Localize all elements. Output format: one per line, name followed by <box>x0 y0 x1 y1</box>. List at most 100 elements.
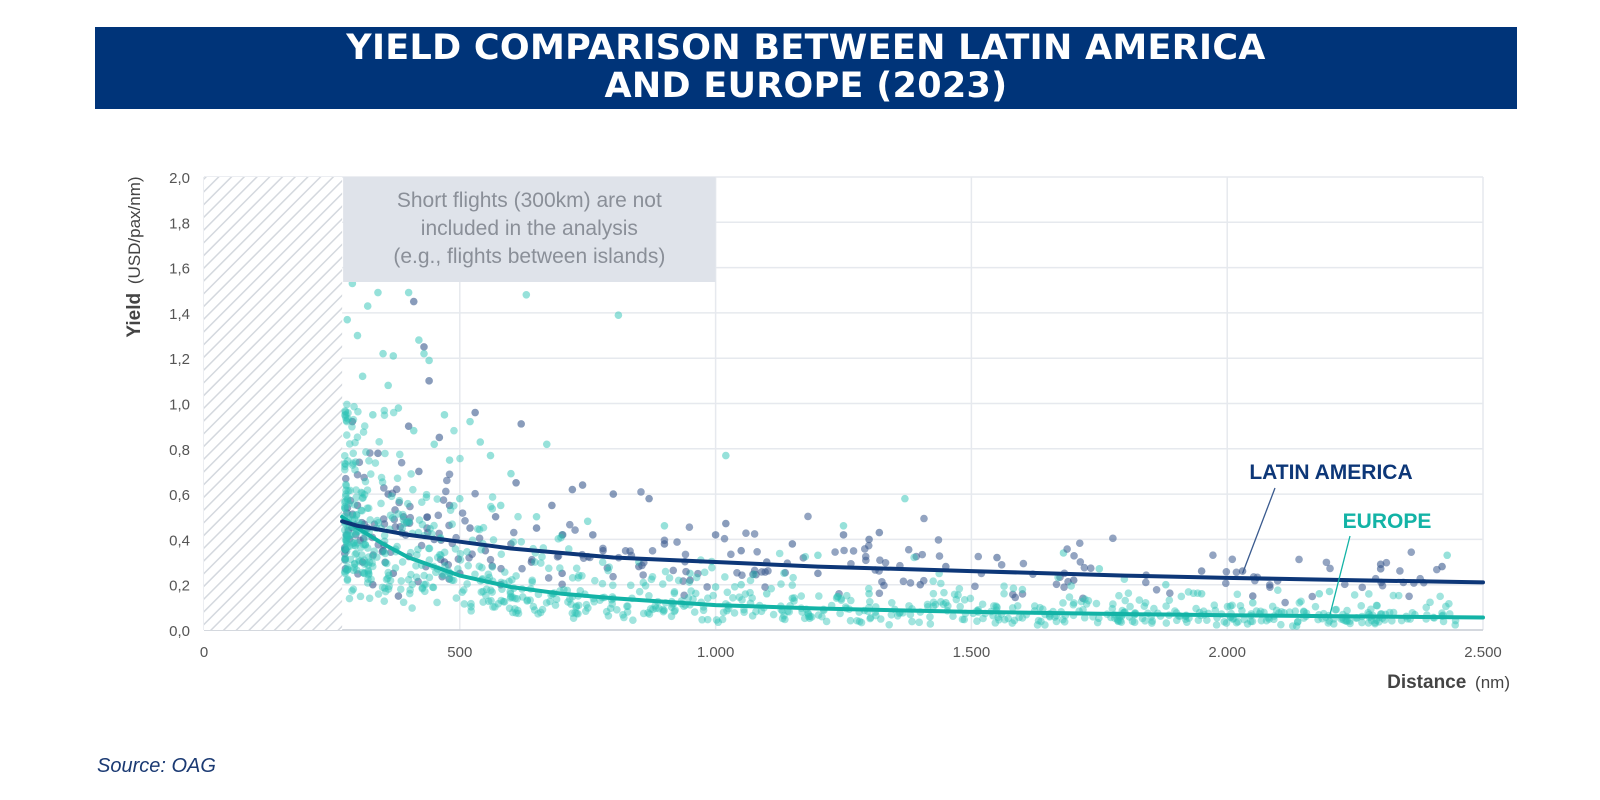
europe-point <box>564 545 573 553</box>
latin-america-point <box>899 577 908 586</box>
europe-point <box>406 586 414 594</box>
europe-point <box>1181 615 1190 624</box>
europe-point <box>471 570 479 579</box>
europe-point <box>379 349 387 358</box>
latin-america-point <box>831 548 839 556</box>
latin-america-point <box>1221 579 1230 588</box>
europe-point <box>1094 614 1103 623</box>
europe-point <box>730 609 739 617</box>
europe-point <box>456 494 464 503</box>
latin-america-point <box>438 572 446 581</box>
europe-point <box>407 470 415 478</box>
latin-america-point <box>458 509 467 517</box>
europe-point <box>684 594 693 602</box>
europe-point <box>1069 600 1078 609</box>
europe-point <box>560 586 568 594</box>
europe-point <box>343 565 352 574</box>
latin-america-point <box>345 535 354 543</box>
latin-america-point <box>645 494 653 503</box>
latin-america-point <box>439 496 448 504</box>
latin-america-point <box>548 501 556 510</box>
latin-america-point <box>1281 598 1289 607</box>
europe-point <box>556 564 564 572</box>
europe-point <box>1332 605 1341 614</box>
europe-point <box>574 609 582 618</box>
europe-point <box>814 611 823 619</box>
europe-point <box>703 594 712 602</box>
europe-point <box>439 571 448 580</box>
europe-point <box>887 610 896 619</box>
europe-point <box>1315 589 1324 598</box>
europe-point <box>646 605 655 613</box>
latin-america-point <box>471 408 479 417</box>
europe-point <box>1247 617 1255 626</box>
europe-point <box>382 575 391 584</box>
note-line-3: (e.g., flights between islands) <box>393 245 665 268</box>
europe-point <box>342 536 351 545</box>
europe-point <box>348 587 356 595</box>
latin-america-point <box>906 579 915 587</box>
europe-point <box>478 563 486 572</box>
europe-point <box>1140 602 1149 610</box>
europe-point <box>341 459 349 468</box>
europe-point <box>780 611 788 620</box>
europe-point <box>691 589 700 598</box>
latin-america-point <box>835 589 843 598</box>
latin-america-point <box>935 552 944 560</box>
europe-point <box>949 612 957 621</box>
europe-point <box>568 574 577 582</box>
europe-point <box>542 440 551 449</box>
latin-america-point <box>680 591 688 600</box>
latin-america-point <box>703 583 711 591</box>
europe-point <box>1150 604 1158 613</box>
latin-america-point <box>370 520 379 528</box>
latin-america-point <box>1079 594 1087 603</box>
europe-point <box>1070 599 1078 607</box>
europe-point <box>342 480 350 489</box>
latin-america-point <box>425 377 433 385</box>
europe-point <box>353 433 362 441</box>
europe-point <box>407 570 415 579</box>
europe-point <box>364 561 373 569</box>
europe-point <box>1109 600 1117 608</box>
europe-point <box>1095 565 1104 573</box>
europe-point <box>408 604 416 612</box>
europe-point <box>730 583 739 591</box>
europe-point <box>393 474 402 483</box>
europe-point <box>458 588 466 597</box>
latin-america-point <box>904 545 913 554</box>
europe-point <box>1228 601 1236 610</box>
europe-point <box>341 460 350 469</box>
europe-point <box>647 575 656 584</box>
latin-america-point <box>497 564 505 573</box>
europe-point <box>993 603 1001 612</box>
europe-point <box>598 558 607 567</box>
europe-point <box>341 462 349 471</box>
europe-point <box>497 550 506 559</box>
europe-point <box>1015 613 1023 622</box>
europe-point <box>1092 599 1101 608</box>
europe-point <box>1110 614 1119 623</box>
europe-point <box>1350 591 1359 599</box>
europe-point <box>950 590 959 599</box>
europe-point <box>1364 619 1373 627</box>
europe-point <box>1426 598 1434 607</box>
europe-point <box>781 615 789 624</box>
europe-point <box>797 592 806 600</box>
europe-point <box>887 598 896 607</box>
europe-point <box>343 576 352 585</box>
europe-point <box>404 288 413 297</box>
europe-point <box>382 559 391 568</box>
europe-point <box>511 594 519 603</box>
europe-point <box>386 576 395 585</box>
europe-point <box>609 581 617 590</box>
latin-america-point <box>465 554 473 562</box>
latin-america-point <box>881 558 890 567</box>
europe-point <box>342 431 351 439</box>
europe-point <box>800 614 809 623</box>
europe-point <box>645 610 654 618</box>
europe-point <box>1162 602 1170 610</box>
europe-point <box>992 602 1000 610</box>
europe-point <box>960 615 969 624</box>
europe-point <box>385 571 393 580</box>
